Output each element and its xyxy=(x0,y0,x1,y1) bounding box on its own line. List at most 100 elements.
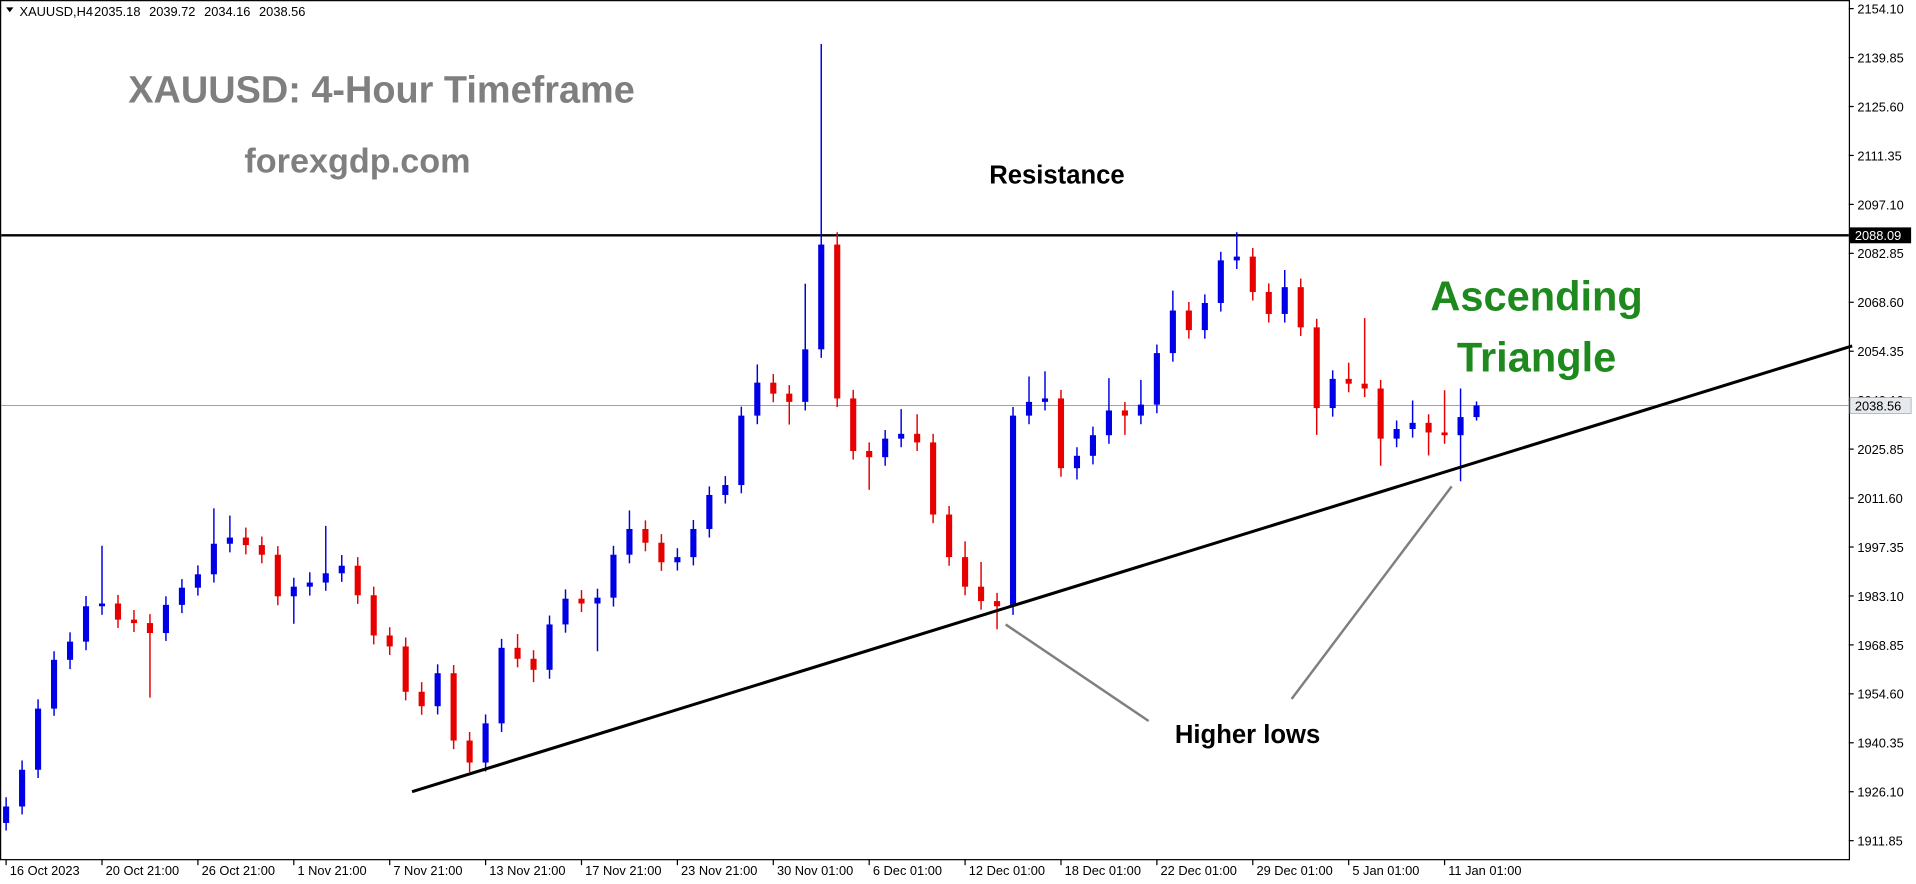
y-tick-label: 2068.60 xyxy=(1857,295,1903,310)
candle-body xyxy=(162,604,169,634)
candle-body xyxy=(242,537,249,546)
y-tick-label: 1911.85 xyxy=(1857,834,1902,849)
candle-body xyxy=(290,586,297,597)
header-close: 2038.56 xyxy=(259,4,305,19)
candle-body xyxy=(882,438,889,458)
x-tick-label: 6 Dec 01:00 xyxy=(873,863,942,878)
candle-body xyxy=(434,673,441,707)
y-tick-label: 2011.60 xyxy=(1857,491,1902,506)
candle-body xyxy=(1265,291,1272,314)
candle-body xyxy=(850,398,857,452)
chart-subtitle: forexgdp.com xyxy=(244,142,470,180)
x-tick-label: 13 Nov 21:00 xyxy=(489,863,565,878)
pattern-label: Ascending Triangle xyxy=(1430,273,1643,382)
candle-body xyxy=(562,598,569,625)
x-tick-label: 22 Dec 01:00 xyxy=(1161,863,1237,878)
higher-lows-label: Higher lows xyxy=(1175,721,1320,749)
y-tick-label: 1954.60 xyxy=(1857,687,1903,702)
header-open: 2035.18 xyxy=(94,4,140,19)
resistance-price-box xyxy=(1850,227,1912,244)
x-tick-label: 1 Nov 21:00 xyxy=(297,863,366,878)
candle-body xyxy=(1153,353,1160,405)
candle-body xyxy=(1089,435,1097,456)
candle-body xyxy=(482,723,489,763)
pointer-line xyxy=(1290,485,1453,700)
candle-body xyxy=(66,641,74,660)
candle-body xyxy=(1009,415,1017,607)
candle-body xyxy=(610,554,617,598)
candle-body xyxy=(1281,287,1288,314)
candle-body xyxy=(1313,327,1320,409)
candle-body xyxy=(1457,417,1464,436)
candle-body xyxy=(1329,378,1336,409)
candle-body xyxy=(114,603,122,620)
candle-body xyxy=(578,598,585,604)
y-tick-label: 2125.60 xyxy=(1857,99,1903,114)
candle-body xyxy=(1361,383,1368,389)
current-price-label: 2038.56 xyxy=(1855,398,1901,413)
candle-body xyxy=(82,606,90,642)
candle-body xyxy=(914,433,921,443)
candle-body xyxy=(898,433,905,439)
candle-body xyxy=(802,349,809,402)
candle-body xyxy=(642,528,649,543)
candle-body xyxy=(498,647,505,724)
candle-body xyxy=(466,740,473,763)
candle-body xyxy=(1425,422,1432,433)
candle-body xyxy=(1249,256,1256,292)
candle-body xyxy=(514,647,521,659)
candle-body xyxy=(674,557,681,563)
candle-body xyxy=(1057,398,1065,469)
chart-title: XAUUSD: 4-Hour Timeframe xyxy=(128,70,635,112)
candle-body xyxy=(594,597,601,604)
x-tick-label: 11 Jan 01:00 xyxy=(1448,863,1521,878)
candle-body xyxy=(1169,310,1176,354)
x-tick-label: 29 Dec 01:00 xyxy=(1256,863,1332,878)
resistance-label: Resistance xyxy=(989,161,1124,189)
plot-frame xyxy=(0,0,1851,861)
candle-body xyxy=(1233,256,1240,261)
candle-body xyxy=(1201,302,1208,331)
candle-body xyxy=(946,514,953,558)
candle-body xyxy=(306,582,313,587)
pointer-line xyxy=(1004,623,1150,722)
x-tick-label: 17 Nov 21:00 xyxy=(585,863,661,878)
candle-body xyxy=(194,574,201,588)
y-tick-label: 1940.35 xyxy=(1857,736,1903,751)
candle-body xyxy=(322,573,329,583)
candle-body xyxy=(1121,410,1128,416)
x-tick-label: 12 Dec 01:00 xyxy=(969,863,1045,878)
candle-body xyxy=(818,244,825,350)
candle-body xyxy=(530,658,537,670)
candle-body xyxy=(786,393,793,402)
candle-body xyxy=(98,603,106,607)
x-tick-label: 5 Jan 01:00 xyxy=(1352,863,1419,878)
candle-body xyxy=(35,708,42,770)
candle-body xyxy=(1409,422,1416,430)
candle-body xyxy=(1297,287,1304,328)
candle-body xyxy=(1041,398,1049,402)
candle-body xyxy=(1377,388,1384,439)
symbol: XAUUSD,H4 xyxy=(20,4,93,19)
symbol-marker xyxy=(6,7,14,13)
candle-body xyxy=(658,542,665,563)
candle-body xyxy=(130,619,138,624)
candle-body xyxy=(402,646,409,692)
y-tick-label: 1926.10 xyxy=(1857,785,1903,800)
candle-body xyxy=(386,635,393,647)
trendline xyxy=(411,344,1853,794)
candle-body xyxy=(690,528,697,558)
candle-body xyxy=(1393,429,1400,439)
candle-body xyxy=(722,485,729,495)
candle-body xyxy=(3,806,10,823)
candle-body xyxy=(1217,260,1224,303)
candle-body xyxy=(226,537,233,544)
candle-body xyxy=(1185,310,1192,331)
candle-body xyxy=(51,659,58,709)
x-tick-label: 18 Dec 01:00 xyxy=(1065,863,1141,878)
header-high: 2039.72 xyxy=(149,4,195,19)
candle-body xyxy=(338,565,345,574)
y-tick-label: 2139.85 xyxy=(1857,50,1903,65)
